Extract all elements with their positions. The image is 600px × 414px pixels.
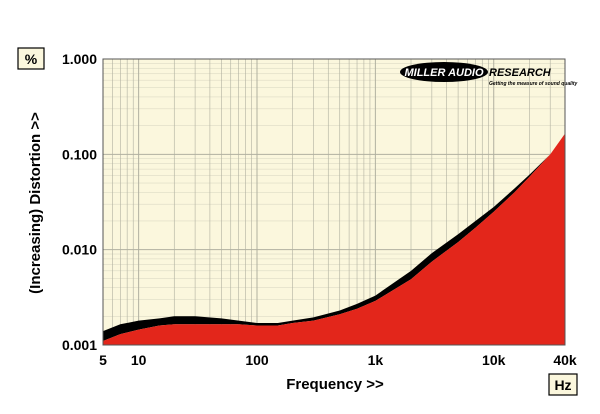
logo-tagline: Getting the measure of sound quality xyxy=(489,81,578,87)
logo-text-left: MILLER AUDIO xyxy=(404,67,483,79)
x-axis-title: Frequency >> xyxy=(286,376,384,393)
distortion-band xyxy=(103,154,551,342)
y-unit-label: % xyxy=(25,51,38,67)
x-tick-label: 10k xyxy=(482,352,506,368)
x-tick-labels: 5 10 100 1k 10k 40k xyxy=(99,352,577,368)
x-tick-label: 10 xyxy=(131,352,147,368)
y-axis-title: (Increasing) Distortion >> xyxy=(27,112,44,294)
logo-text-right: RESEARCH xyxy=(489,67,552,79)
x-unit-label: Hz xyxy=(554,377,571,393)
x-tick-label: 1k xyxy=(368,352,384,368)
y-unit-box-frame xyxy=(17,47,45,70)
y-tick-label: 0.001 xyxy=(62,337,97,353)
x-unit-box-frame xyxy=(548,373,578,396)
x-unit-box: Hz xyxy=(548,373,578,396)
distortion-area xyxy=(103,133,565,345)
x-tick-label: 40k xyxy=(553,352,577,368)
y-tick-label: 0.100 xyxy=(62,146,97,162)
logo-oval xyxy=(400,62,488,82)
plot-frame xyxy=(102,58,566,346)
x-tick-label: 100 xyxy=(245,352,269,368)
y-tick-labels: 0.001 0.010 0.100 1.000 xyxy=(62,51,97,353)
x-tick-label: 5 xyxy=(99,352,107,368)
y-tick-label: 0.010 xyxy=(62,242,97,258)
y-tick-label: 1.000 xyxy=(62,51,97,67)
miller-audio-research-logo: MILLER AUDIO RESEARCH Getting the measur… xyxy=(400,62,578,87)
data-layer xyxy=(103,133,565,345)
y-unit-box: % xyxy=(17,47,45,70)
